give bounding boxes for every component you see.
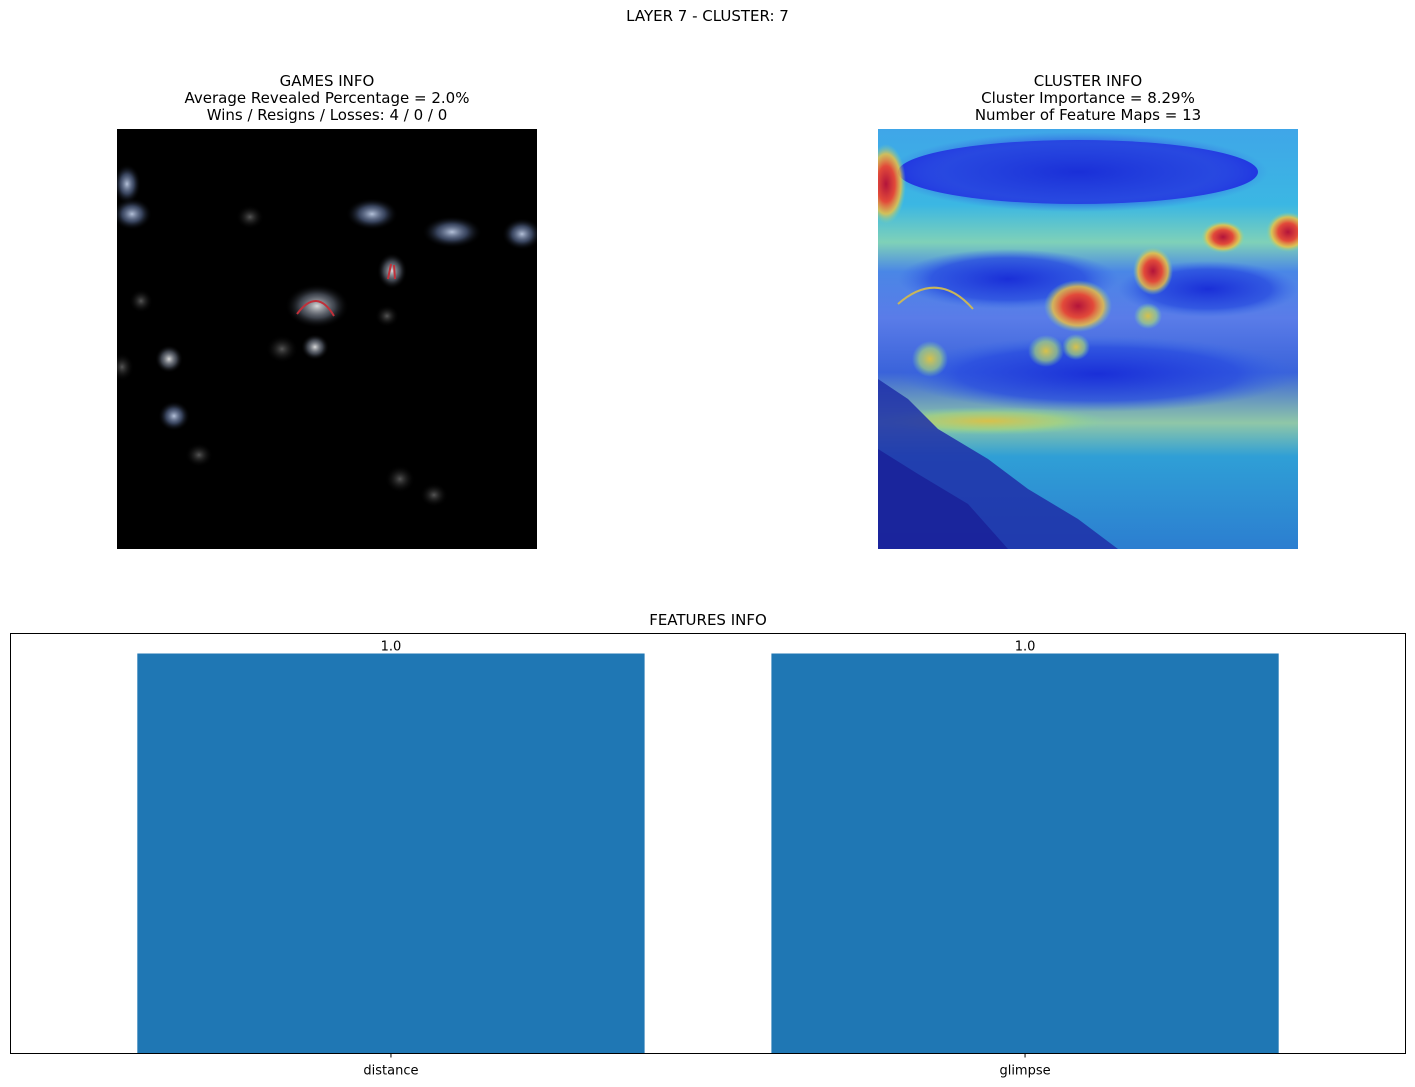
bar-distance — [137, 653, 645, 1054]
bar-glimpse — [771, 653, 1279, 1054]
cluster-info-title: CLUSTER INFO — [1033, 72, 1143, 90]
games-info-title: GAMES INFO — [279, 72, 375, 90]
games-info-title-block: GAMES INFO Average Revealed Percentage =… — [117, 73, 537, 124]
revealed-glimpse-image — [117, 129, 537, 549]
figure-title: LAYER 7 - CLUSTER: 7 — [626, 7, 789, 25]
cluster-info-feature-maps: Number of Feature Maps = 13 — [974, 106, 1202, 124]
games-info-results: Wins / Resigns / Losses: 4 / 0 / 0 — [206, 106, 448, 124]
x-tick-label-distance: distance — [363, 1064, 418, 1079]
cluster-heatmap-image — [878, 129, 1298, 549]
bars-group — [137, 653, 1279, 1054]
chart-title: FEATURES INFO — [649, 611, 767, 629]
cluster-info-title-block: CLUSTER INFO Cluster Importance = 8.29% … — [878, 73, 1298, 124]
games-info-average-revealed: Average Revealed Percentage = 2.0% — [184, 89, 470, 107]
cluster-info-importance: Cluster Importance = 8.29% — [981, 89, 1195, 107]
x-tick-label-glimpse: glimpse — [999, 1064, 1050, 1079]
labels-group: 1.0 distance 1.0 glimpse — [363, 640, 1050, 1079]
value-label-glimpse: 1.0 — [1015, 640, 1036, 655]
value-label-distance: 1.0 — [381, 640, 402, 655]
chart-frame — [10, 633, 1406, 1054]
